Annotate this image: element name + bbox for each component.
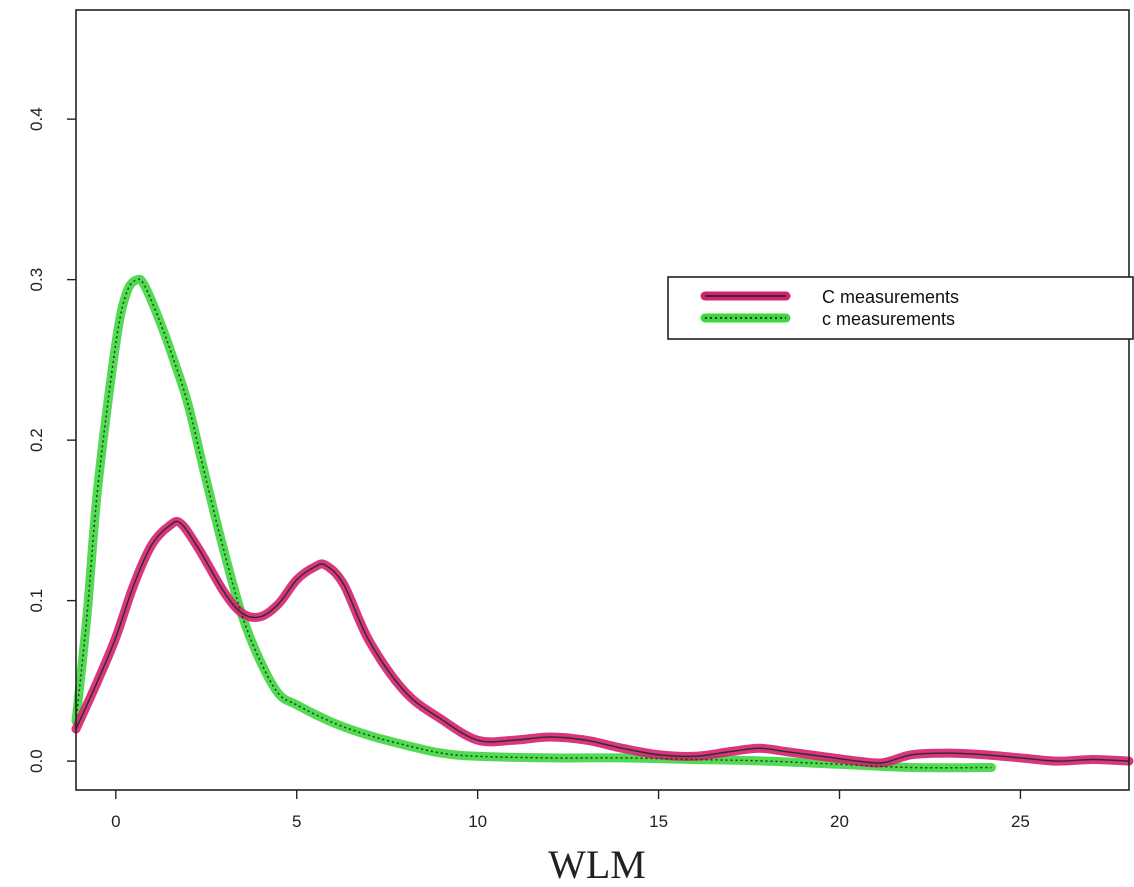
x-axis-label: WLM [548, 842, 646, 887]
x-tick-label: 0 [111, 812, 120, 831]
x-tick-label: 5 [292, 812, 301, 831]
x-tick-label: 25 [1011, 812, 1030, 831]
y-tick-label: 0.1 [27, 589, 46, 613]
x-tick-label: 15 [649, 812, 668, 831]
series-fit-line-c-upper [75, 520, 1130, 764]
axes: 0 5 10 15 20 25 0.0 0.1 0.2 0.3 0.4 [27, 107, 1030, 831]
y-tick-label: 0.4 [27, 107, 46, 131]
legend-label-c-lower: c measurements [822, 309, 955, 329]
legend-label-c-upper: C measurements [822, 287, 959, 307]
plot-marks [71, 274, 1134, 773]
x-tick-label: 20 [830, 812, 849, 831]
y-tick-label: 0.3 [27, 268, 46, 292]
plot-frame [75, 9, 1130, 791]
y-tick-label: 0.0 [27, 749, 46, 773]
series-fit-line-c-lower [75, 278, 992, 769]
y-tick-label: 0.2 [27, 428, 46, 452]
legend-box [667, 276, 1134, 340]
x-tick-label: 10 [468, 812, 487, 831]
legend: C measurements c measurements [667, 276, 1134, 340]
